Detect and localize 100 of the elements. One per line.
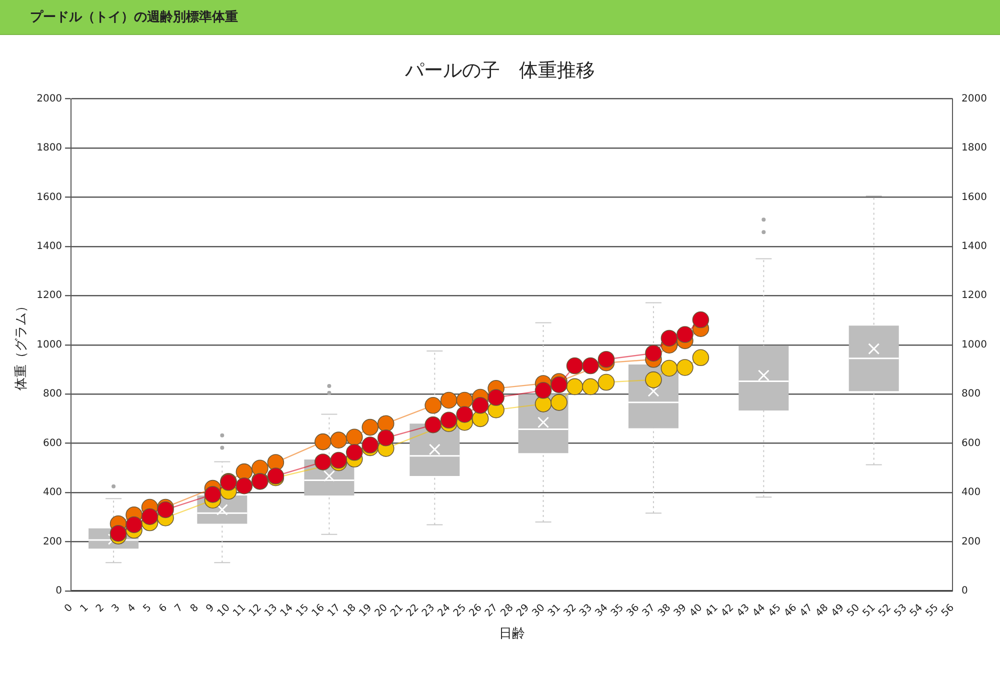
point <box>472 396 489 414</box>
y2-tick-label: 1800 <box>962 142 988 154</box>
x-tick-label: 44 <box>750 602 768 620</box>
x-tick-label: 10 <box>216 602 232 620</box>
point <box>456 392 473 409</box>
point <box>456 406 473 423</box>
x-tick-label: 31 <box>546 602 563 620</box>
x-tick-label: 51 <box>861 602 878 620</box>
point <box>314 433 332 450</box>
chart-subtitle: プードル（トイ）の週齢別標準体重 <box>0 0 1000 35</box>
x-tick-label: 28 <box>498 602 516 620</box>
x-tick-label: 33 <box>578 602 594 620</box>
x-tick-label: 12 <box>247 602 264 620</box>
x-tick-label: 43 <box>735 602 752 620</box>
x-tick-label: 56 <box>940 602 957 620</box>
y2-tick-label: 2000 <box>962 93 988 104</box>
point <box>314 454 332 470</box>
point <box>236 477 253 494</box>
point <box>267 454 284 471</box>
x-tick-label: 39 <box>672 602 689 620</box>
x-tick-label: 6 <box>157 602 170 615</box>
point <box>424 396 442 414</box>
point <box>362 418 379 436</box>
x-tick-label: 30 <box>530 602 548 620</box>
x-tick-label: 29 <box>514 602 532 620</box>
y2-tick-label: 1000 <box>962 339 988 350</box>
y2-tick-label: 800 <box>962 388 981 400</box>
point <box>692 311 710 328</box>
x-tick-label: 7 <box>172 602 186 615</box>
x-tick-label: 36 <box>624 602 642 620</box>
point <box>550 376 568 394</box>
y2-tick-label: 1200 <box>962 290 988 302</box>
x-tick-label: 54 <box>908 602 926 620</box>
y-tick-label: 1400 <box>36 241 62 252</box>
point <box>346 428 363 446</box>
point <box>660 360 678 377</box>
y-tick-label: 1000 <box>36 339 62 350</box>
point <box>566 378 584 396</box>
y-tick-label: 200 <box>42 536 62 548</box>
x-tick-label: 2 <box>94 602 106 615</box>
point <box>424 416 442 434</box>
point <box>236 463 253 480</box>
point <box>204 486 222 503</box>
x-tick-label: 50 <box>845 602 862 620</box>
x-tick-label: 38 <box>656 602 674 620</box>
point <box>346 444 363 461</box>
point <box>645 371 662 388</box>
point <box>534 382 552 399</box>
point <box>440 412 458 429</box>
x-tick-label: 15 <box>294 602 312 620</box>
point <box>598 350 615 368</box>
x-tick-label: 9 <box>204 602 217 615</box>
x-tick-label: 23 <box>420 602 438 620</box>
x-tick-label: 4 <box>126 602 138 615</box>
point <box>660 330 678 347</box>
x-tick-label: 47 <box>798 602 815 620</box>
point <box>488 389 504 406</box>
x-tick-label: 22 <box>404 602 422 620</box>
x-tick-label: 37 <box>640 602 658 620</box>
point <box>550 394 568 411</box>
point <box>566 357 584 374</box>
x-tick-label: 26 <box>467 602 484 620</box>
x-tick-label: 18 <box>342 602 358 620</box>
y2-tick-label: 0 <box>962 586 968 597</box>
y-tick-label: 0 <box>56 586 62 597</box>
x-tick-label: 48 <box>814 602 831 620</box>
x-tick-label: 1 <box>78 602 91 615</box>
y2-tick-label: 1600 <box>962 192 988 203</box>
x-tick-label: 17 <box>326 602 343 620</box>
x-tick-label: 5 <box>141 602 154 615</box>
x-tick-label: 14 <box>278 602 296 620</box>
y-tick-label: 800 <box>42 388 62 400</box>
y-tick-label: 1600 <box>36 192 62 203</box>
point <box>330 432 348 448</box>
x-tick-label: 0 <box>62 602 76 615</box>
x-axis-title: 日齢 <box>498 626 525 642</box>
x-tick-label: 27 <box>483 602 500 620</box>
x-tick-label: 20 <box>373 602 390 620</box>
y-tick-label: 1800 <box>36 142 62 154</box>
x-tick-label: 8 <box>188 602 201 615</box>
y2-tick-label: 200 <box>962 536 981 548</box>
y-tick-label: 400 <box>42 487 62 498</box>
x-tick-label: 42 <box>719 602 736 620</box>
x-tick-label: 55 <box>924 602 941 620</box>
y-tick-label: 600 <box>42 438 62 449</box>
x-tick-label: 11 <box>231 602 248 620</box>
y2-tick-label: 400 <box>962 487 981 498</box>
point <box>141 508 158 526</box>
point <box>377 429 394 446</box>
x-tick-label: 41 <box>704 602 720 620</box>
point <box>126 516 142 534</box>
x-tick-label: 52 <box>876 602 894 620</box>
point <box>377 415 394 432</box>
x-tick-label: 46 <box>782 602 800 620</box>
chart-title: パールの子 体重推移 <box>404 59 595 82</box>
y-tick-label: 2000 <box>36 93 62 104</box>
point <box>692 349 710 366</box>
x-tick-label: 32 <box>562 602 579 620</box>
x-tick-label: 45 <box>766 602 784 620</box>
x-tick-label: 40 <box>688 602 705 620</box>
